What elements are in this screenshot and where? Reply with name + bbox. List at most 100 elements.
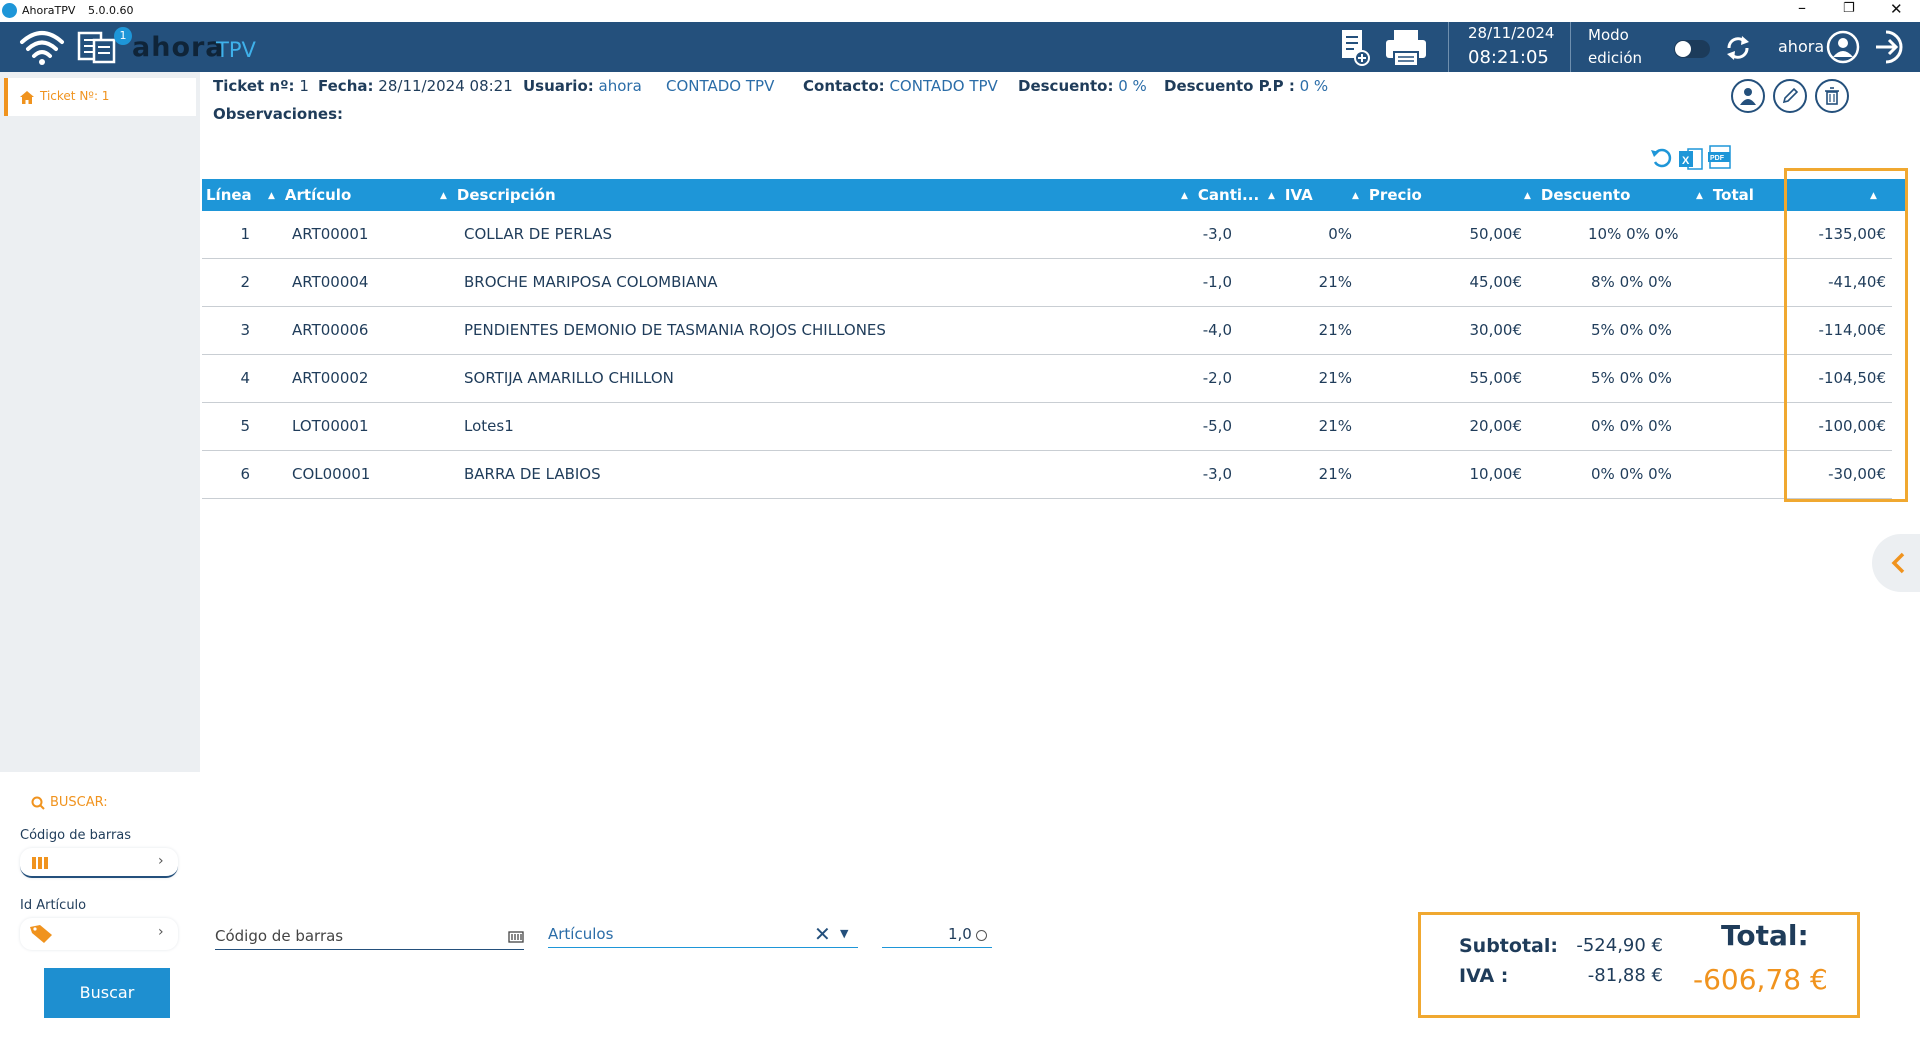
printer-icon[interactable] xyxy=(1384,28,1428,68)
chevron-left-icon xyxy=(1891,552,1905,574)
col-articulo[interactable]: ▲ Artículo xyxy=(268,179,351,211)
col-iva[interactable]: ▲ IVA xyxy=(1268,179,1313,211)
ticket-number-value: 1 xyxy=(299,77,309,95)
reset-icon[interactable] xyxy=(1650,146,1674,170)
cell-cantidad: -3,0 xyxy=(1202,225,1232,243)
dropdown-arrow-icon[interactable]: ▼ xyxy=(840,927,849,940)
cell-descripcion: PENDIENTES DEMONIO DE TASMANIA ROJOS CHI… xyxy=(464,321,886,339)
pdf-export-icon[interactable]: PDF xyxy=(1708,144,1732,170)
search-icon xyxy=(31,796,45,810)
cell-descripcion: BARRA DE LABIOS xyxy=(464,465,601,483)
new-ticket-icon[interactable] xyxy=(1340,28,1370,66)
user-name: ahora xyxy=(1778,37,1825,56)
cell-linea: 1 xyxy=(240,225,250,243)
contacto: Contacto: CONTADO TPV xyxy=(803,77,998,95)
cell-precio: 50,00€ xyxy=(1469,225,1523,243)
user-avatar-icon[interactable] xyxy=(1826,30,1860,64)
quantity-input[interactable]: 1,0 xyxy=(882,922,992,948)
chevron-right-icon[interactable]: › xyxy=(158,853,164,869)
app-icon xyxy=(2,3,17,18)
divider xyxy=(1448,22,1449,72)
sync-icon[interactable] xyxy=(1724,34,1752,62)
cell-descuento: 0% 0% 0% xyxy=(1591,465,1672,483)
table-row[interactable]: 1 ART00001 COLLAR DE PERLAS -3,0 0% 50,0… xyxy=(202,211,1892,259)
col-linea[interactable]: Línea xyxy=(206,179,252,211)
total-column-highlight xyxy=(1784,168,1908,502)
cell-precio: 10,00€ xyxy=(1469,465,1523,483)
close-icon[interactable]: ✕ xyxy=(1890,0,1903,18)
search-button[interactable]: Buscar xyxy=(44,968,170,1018)
table-row[interactable]: 4 ART00002 SORTIJA AMARILLO CHILLON -2,0… xyxy=(202,355,1892,403)
barcode-search-input[interactable]: › xyxy=(20,848,178,878)
edit-mode-toggle[interactable] xyxy=(1674,40,1710,58)
descuento-value: 0 % xyxy=(1118,77,1147,95)
top-bar: 1 ahora TPV 28/11/2024 08:21:05 Modo edi… xyxy=(0,22,1920,72)
iva-total-value: -81,88 € xyxy=(1587,965,1663,986)
sort-asc-icon: ▲ xyxy=(1181,190,1188,201)
barcode-entry-input[interactable]: Código de barras xyxy=(215,924,524,950)
cell-articulo: COL00001 xyxy=(292,465,371,483)
barcode-entry-placeholder: Código de barras xyxy=(215,927,344,945)
cell-descuento: 8% 0% 0% xyxy=(1591,273,1672,291)
cell-linea: 3 xyxy=(240,321,250,339)
table-body: 1 ART00001 COLLAR DE PERLAS -3,0 0% 50,0… xyxy=(202,211,1908,511)
minimize-icon[interactable]: – xyxy=(1798,0,1806,17)
cell-iva: 21% xyxy=(1318,417,1352,435)
col-total[interactable]: ▲ Total xyxy=(1696,179,1754,211)
divider xyxy=(1570,22,1571,72)
cliente-value[interactable]: CONTADO TPV xyxy=(666,77,775,95)
sort-asc-icon: ▲ xyxy=(1524,190,1531,201)
sort-asc-icon: ▲ xyxy=(268,190,275,201)
descuento-pp-value: 0 % xyxy=(1299,77,1329,95)
ticket-number-label: Ticket nº: xyxy=(213,77,295,95)
wifi-icon[interactable] xyxy=(18,28,66,66)
table-row[interactable]: 2 ART00004 BROCHE MARIPOSA COLOMBIANA -1… xyxy=(202,259,1892,307)
sidebar: Ticket Nº: 1 BUSCAR: Código de barras › … xyxy=(0,72,200,1040)
descuento-pp-label: Descuento P.P : xyxy=(1164,77,1295,95)
side-panel-toggle[interactable] xyxy=(1872,534,1920,592)
fecha: Fecha: 28/11/2024 08:21 xyxy=(318,77,513,95)
tickets-icon[interactable] xyxy=(76,30,118,64)
cell-precio: 45,00€ xyxy=(1469,273,1523,291)
col-precio[interactable]: ▲ Precio xyxy=(1352,179,1422,211)
restore-icon[interactable]: ❐ xyxy=(1843,1,1855,16)
logo-tpv: TPV xyxy=(216,38,256,62)
cell-descuento: 0% 0% 0% xyxy=(1591,417,1672,435)
current-date: 28/11/2024 xyxy=(1468,24,1555,42)
total-value: -606,78 € xyxy=(1693,963,1828,996)
cell-cantidad: -3,0 xyxy=(1202,465,1232,483)
cell-descripcion: BROCHE MARIPOSA COLOMBIANA xyxy=(464,273,718,291)
ticket-tab[interactable]: Ticket Nº: 1 xyxy=(4,78,196,116)
barcode-icon xyxy=(32,857,48,869)
col-cantidad[interactable]: ▲ Canti... xyxy=(1181,179,1259,211)
clear-icon[interactable]: ✕ xyxy=(814,922,831,946)
excel-export-icon[interactable]: X xyxy=(1678,146,1704,172)
barcode-scan-icon[interactable] xyxy=(508,931,524,943)
col-descripcion[interactable]: ▲ Descripción xyxy=(440,179,556,211)
fecha-label: Fecha: xyxy=(318,77,374,95)
table-row[interactable]: 5 LOT00001 Lotes1 -5,0 21% 20,00€ 0% 0% … xyxy=(202,403,1892,451)
edit-button[interactable] xyxy=(1773,79,1807,113)
cell-descuento: 10% 0% 0% xyxy=(1588,225,1679,243)
usuario-label: Usuario: xyxy=(523,77,594,95)
articulos-select[interactable]: Artículos ✕ ▼ xyxy=(548,922,858,948)
totals-panel: Subtotal: -524,90 € IVA : -81,88 € Total… xyxy=(1418,912,1860,1018)
col-descuento[interactable]: ▲ Descuento xyxy=(1524,179,1630,211)
col-extra[interactable]: ▲ xyxy=(1870,179,1887,211)
delete-button[interactable] xyxy=(1815,79,1849,113)
table-row[interactable]: 3 ART00006 PENDIENTES DEMONIO DE TASMANI… xyxy=(202,307,1892,355)
cell-cantidad: -5,0 xyxy=(1202,417,1232,435)
cell-iva: 21% xyxy=(1318,273,1352,291)
customer-button[interactable] xyxy=(1731,79,1765,113)
cell-descripcion: SORTIJA AMARILLO CHILLON xyxy=(464,369,674,387)
table-row[interactable]: 6 COL00001 BARRA DE LABIOS -3,0 21% 10,0… xyxy=(202,451,1892,499)
current-time: 08:21:05 xyxy=(1468,47,1549,68)
mode-label-line2: edición xyxy=(1588,49,1643,67)
cell-linea: 6 xyxy=(240,465,250,483)
barcode-label: Código de barras xyxy=(20,828,132,843)
chevron-right-icon[interactable]: › xyxy=(158,924,164,940)
svg-text:PDF: PDF xyxy=(1710,155,1725,162)
logout-icon[interactable] xyxy=(1872,28,1910,66)
id-articulo-input[interactable]: › xyxy=(20,918,178,950)
svg-text:X: X xyxy=(1682,155,1690,167)
